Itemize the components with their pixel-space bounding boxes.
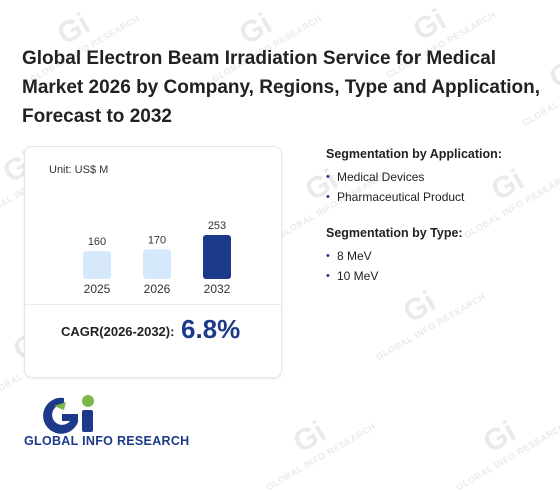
segmentation-type-title: Segmentation by Type: (326, 226, 463, 240)
list-item: • 10 MeV (326, 266, 546, 286)
list-item: • Pharmaceutical Product (326, 187, 546, 207)
bullet-icon: • (326, 191, 330, 203)
bar-2025 (83, 251, 111, 279)
bullet-icon: • (326, 270, 330, 282)
category-label: 2026 (144, 282, 171, 296)
bar-2032 (203, 235, 231, 279)
brand-logo-text: GLOBAL INFO RESEARCH (24, 434, 190, 448)
list-item: • 8 MeV (326, 246, 546, 266)
category-label: 2032 (204, 282, 231, 296)
segmentation-application-title: Segmentation by Application: (326, 147, 502, 161)
bullet-icon: • (326, 171, 330, 183)
bar-value-label: 170 (148, 234, 166, 246)
unit-label: Unit: US$ M (49, 164, 109, 176)
divider (25, 304, 281, 305)
bar-chart: 160 2025 170 2026 253 2032 (83, 220, 231, 296)
list-item: • Medical Devices (326, 167, 546, 187)
category-label: 2025 (84, 282, 111, 296)
bar-value-label: 160 (88, 236, 106, 248)
bar-value-label: 253 (208, 220, 226, 232)
page-title: Global Electron Beam Irradiation Service… (22, 48, 541, 127)
cagr-value: 6.8% (181, 314, 241, 344)
bullet-icon: • (326, 250, 330, 262)
segmentation-type: Segmentation by Type: • 8 MeV • 10 MeV (326, 226, 546, 286)
bar-2026 (143, 249, 171, 279)
brand-logo: GLOBAL INFO RESEARCH (24, 392, 194, 452)
type-list: • 8 MeV • 10 MeV (326, 246, 546, 286)
segmentation-application: Segmentation by Application: • Medical De… (326, 147, 546, 207)
cagr-label: CAGR(2026-2032): (61, 324, 175, 339)
gi-logo-icon (43, 395, 94, 434)
chart-card: Unit: US$ M 160 2025 170 2026 253 2032 CAGR(2… (24, 146, 282, 378)
application-list: • Medical Devices • Pharmaceutical Product (326, 167, 546, 207)
